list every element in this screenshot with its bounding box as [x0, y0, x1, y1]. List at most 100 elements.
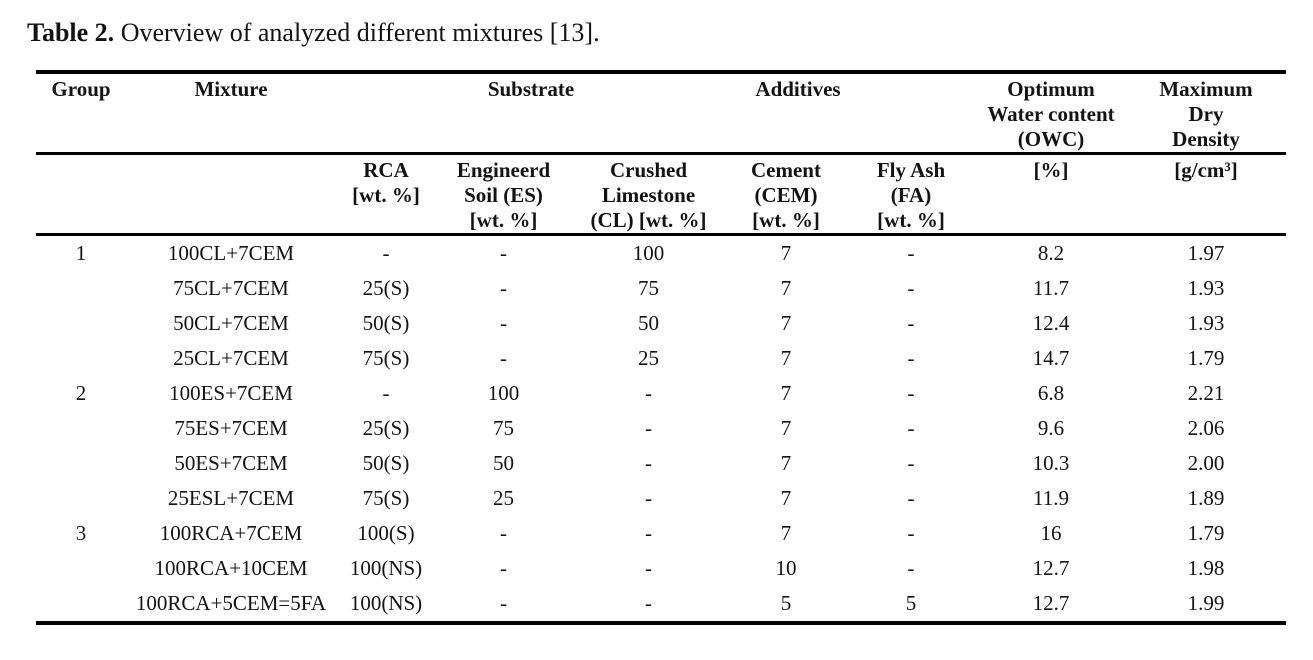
cell-owc: 11.7 — [1033, 276, 1069, 300]
cell-owc: 14.7 — [1032, 346, 1070, 370]
cell-fa: - — [907, 486, 915, 510]
cell-es: - — [500, 276, 507, 300]
cell-mdd: 1.98 — [1187, 556, 1225, 580]
col-header-fa: Fly Ash (FA) [wt. %] — [876, 158, 946, 232]
table-caption: Table 2. Overview of analyzed different … — [27, 16, 600, 50]
cell-owc: 12.7 — [1032, 556, 1070, 580]
cell-fa: - — [907, 521, 915, 545]
cell-mdd: 1.97 — [1187, 241, 1225, 265]
cell-es: 100 — [487, 381, 520, 405]
cell-mixture: 100RCA+7CEM — [159, 521, 303, 545]
cell-rca: 25(S) — [362, 416, 410, 440]
table-row: 50ES+7CEM 50(S) 50 - 7 - 10.3 2.00 — [36, 446, 1286, 481]
cell-mdd: 2.21 — [1187, 381, 1225, 405]
table-row: 1 100CL+7CEM - - 100 7 - 8.2 1.97 — [36, 235, 1286, 272]
cell-mixture: 75CL+7CEM — [173, 276, 289, 300]
header-row-groups: Group Mixture Substrate Additives Optimu… — [36, 72, 1286, 154]
table-row: 75ES+7CEM 25(S) 75 - 7 - 9.6 2.06 — [36, 411, 1286, 446]
cell-cl: 25 — [638, 346, 659, 370]
cell-fa: - — [907, 451, 915, 475]
cell-fa: 5 — [905, 591, 917, 615]
cell-mdd: 1.93 — [1187, 276, 1225, 300]
cell-mixture: 100RCA+5CEM=5FA — [135, 591, 327, 615]
cell-group — [36, 271, 126, 306]
cell-rca: 100(NS) — [349, 591, 423, 615]
cell-owc: 6.8 — [1037, 381, 1065, 405]
col-header-mdd: Maximum Dry Density — [1159, 77, 1253, 151]
cell-group: 1 — [75, 241, 87, 265]
cell-cem: 7 — [780, 486, 792, 510]
cell-cem: 7 — [780, 346, 792, 370]
cell-mixture: 25CL+7CEM — [173, 346, 289, 370]
cell-es: - — [500, 591, 507, 615]
cell-cem: 7 — [780, 311, 792, 335]
cell-group — [36, 411, 126, 446]
cell-group: 2 — [75, 381, 87, 405]
cell-fa: - — [907, 276, 915, 300]
cell-rca: 100(S) — [357, 521, 415, 545]
table-row: 25ESL+7CEM 75(S) 25 - 7 - 11.9 1.89 — [36, 481, 1286, 516]
col-header-group: Group — [51, 77, 111, 101]
cell-owc: 9.6 — [1037, 416, 1065, 440]
cell-es: 25 — [493, 486, 514, 510]
cell-rca: - — [382, 241, 390, 265]
cell-es: - — [500, 521, 507, 545]
cell-fa: - — [907, 416, 915, 440]
col-header-owc: Optimum Water content (OWC) — [987, 77, 1115, 151]
cell-mixture: 100CL+7CEM — [167, 241, 295, 265]
table-row: 2 100ES+7CEM - 100 - 7 - 6.8 2.21 — [36, 376, 1286, 411]
cell-es: - — [500, 311, 507, 335]
cell-fa: - — [907, 241, 915, 265]
table-row: 100RCA+5CEM=5FA 100(NS) - - 5 5 12.7 1.99 — [36, 586, 1286, 623]
col-header-empty-group — [36, 154, 126, 235]
cell-cem: 7 — [780, 416, 792, 440]
cell-owc: 10.3 — [1032, 451, 1070, 475]
col-header-cl: Crushed Limestone (CL) [wt. %] — [590, 158, 707, 232]
cell-fa: - — [907, 346, 915, 370]
cell-mixture: 75ES+7CEM — [174, 416, 288, 440]
cell-group: 3 — [75, 521, 87, 545]
cell-owc: 11.9 — [1033, 486, 1069, 510]
cell-group — [36, 481, 126, 516]
cell-mdd: 2.06 — [1187, 416, 1225, 440]
cell-mixture: 100ES+7CEM — [169, 381, 293, 405]
cell-group — [36, 306, 126, 341]
cell-group — [36, 551, 126, 586]
cell-cl: 100 — [632, 241, 665, 265]
cell-fa: - — [907, 381, 915, 405]
cell-es: - — [500, 346, 507, 370]
cell-cem: 10 — [775, 556, 797, 580]
mixtures-table: Group Mixture Substrate Additives Optimu… — [36, 70, 1286, 625]
cell-rca: 100(NS) — [349, 556, 423, 580]
cell-es: 75 — [493, 416, 514, 440]
table-row: 100RCA+10CEM 100(NS) - - 10 - 12.7 1.98 — [36, 551, 1286, 586]
cell-cl: 75 — [638, 276, 659, 300]
col-header-empty-mixture — [126, 154, 336, 235]
col-header-cem: Cement (CEM) [wt. %] — [751, 158, 821, 232]
cell-cem: 7 — [780, 521, 792, 545]
table-row: 50CL+7CEM 50(S) - 50 7 - 12.4 1.93 — [36, 306, 1286, 341]
cell-mdd: 2.00 — [1187, 451, 1225, 475]
cell-cl: - — [645, 451, 652, 475]
cell-mdd: 1.79 — [1187, 521, 1225, 545]
table-body: 1 100CL+7CEM - - 100 7 - 8.2 1.97 75CL+7CEM 25(S) -… — [36, 235, 1286, 624]
col-header-additives: Additives — [755, 77, 841, 101]
cell-group — [36, 341, 126, 376]
col-header-owc-unit: [%] — [1033, 158, 1069, 182]
cell-es: 50 — [493, 451, 514, 475]
cell-cl: - — [645, 381, 652, 405]
cell-mdd: 1.79 — [1187, 346, 1225, 370]
cell-cl: - — [645, 556, 652, 580]
cell-mdd: 1.89 — [1187, 486, 1225, 510]
cell-cl: - — [645, 416, 652, 440]
cell-cem: 7 — [780, 381, 792, 405]
cell-mixture: 50ES+7CEM — [174, 451, 288, 475]
table-row: 75CL+7CEM 25(S) - 75 7 - 11.7 1.93 — [36, 271, 1286, 306]
cell-cem: 5 — [780, 591, 792, 615]
col-header-mixture: Mixture — [194, 77, 268, 101]
cell-mixture: 25ESL+7CEM — [167, 486, 295, 510]
cell-cem: 7 — [780, 451, 792, 475]
table-row: 25CL+7CEM 75(S) - 25 7 - 14.7 1.79 — [36, 341, 1286, 376]
cell-es: - — [500, 556, 507, 580]
